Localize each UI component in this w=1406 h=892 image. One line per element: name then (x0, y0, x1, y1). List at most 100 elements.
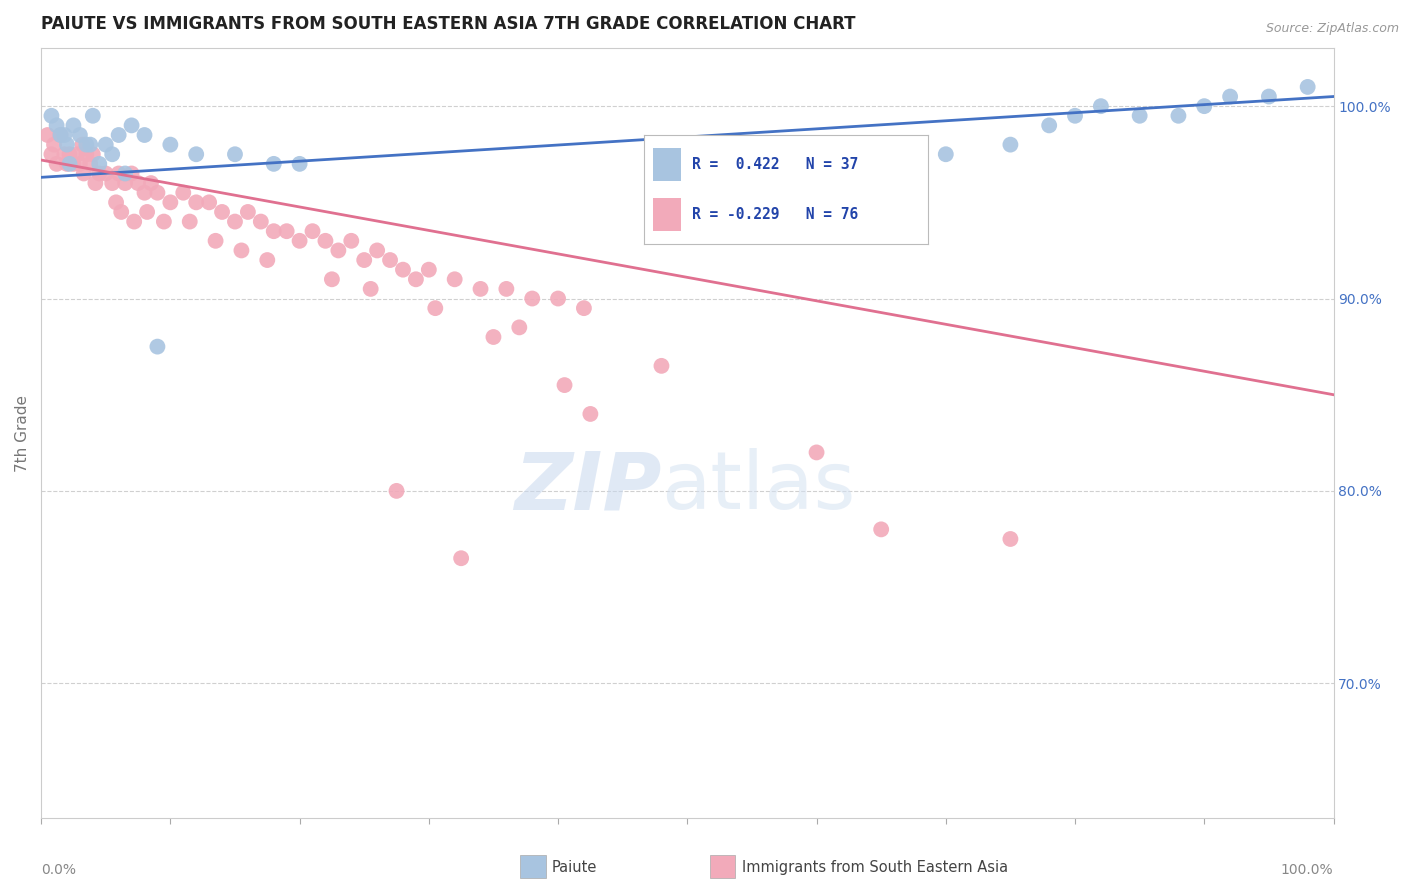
Point (110, 205, 132, 219)
Point (101, 147, 124, 161)
Point (250, 214, 273, 228)
Point (114, 166, 136, 180)
Point (73, 166, 96, 180)
Point (650, 359, 672, 373)
Point (56, 157, 79, 171)
Point (263, 157, 285, 171)
Point (935, 147, 957, 161)
Point (1000, 137, 1022, 152)
Point (139, 176, 162, 190)
Point (522, 292, 544, 306)
Point (146, 340, 169, 354)
Point (37, 128, 59, 142)
Point (392, 262, 415, 277)
Point (870, 522, 893, 536)
Point (418, 262, 440, 277)
Point (82, 147, 104, 161)
Point (288, 234, 311, 248)
Text: R = -0.229   N = 76: R = -0.229 N = 76 (693, 207, 859, 222)
Point (186, 147, 208, 161)
Point (101, 176, 124, 190)
Y-axis label: 7th Grade: 7th Grade (15, 394, 30, 472)
Point (41, 147, 63, 161)
Bar (652, 198, 681, 231)
Point (1296, 79, 1319, 94)
Point (385, 483, 408, 498)
Point (314, 234, 336, 248)
Point (62, 119, 84, 133)
Point (45, 157, 67, 171)
Point (495, 282, 517, 296)
Point (134, 186, 156, 200)
Point (146, 186, 169, 200)
Point (79, 157, 101, 171)
Point (353, 253, 375, 268)
Point (94, 166, 117, 180)
Point (114, 176, 136, 190)
Point (58, 147, 80, 161)
Point (53, 147, 76, 161)
Text: R =  0.422   N = 37: R = 0.422 N = 37 (693, 157, 859, 171)
Point (198, 195, 221, 210)
Point (107, 166, 129, 180)
Point (572, 301, 595, 315)
Text: Source: ZipAtlas.com: Source: ZipAtlas.com (1265, 22, 1399, 36)
Point (69, 128, 91, 142)
Point (288, 157, 311, 171)
Point (224, 147, 246, 161)
Point (450, 551, 472, 566)
Point (82, 109, 104, 123)
Point (122, 214, 145, 228)
Point (69, 157, 91, 171)
Point (806, 445, 828, 459)
Point (53, 128, 76, 142)
Point (56, 137, 79, 152)
Point (1090, 99, 1112, 113)
Point (79, 137, 101, 152)
Point (62, 157, 84, 171)
Text: ZIP: ZIP (515, 448, 661, 526)
Point (186, 195, 208, 210)
Point (224, 214, 246, 228)
Point (134, 128, 156, 142)
Point (470, 282, 492, 296)
Point (105, 195, 128, 210)
Point (405, 272, 427, 286)
Point (179, 214, 201, 228)
Point (72, 137, 94, 152)
Text: Paiute: Paiute (551, 860, 596, 874)
Point (1038, 119, 1060, 133)
Point (211, 205, 233, 219)
Point (554, 378, 576, 392)
Point (89, 166, 111, 180)
Point (1167, 109, 1189, 123)
Point (579, 407, 602, 421)
Point (443, 272, 465, 286)
Point (1064, 109, 1087, 123)
Point (127, 176, 149, 190)
Point (75, 137, 97, 152)
Point (49, 128, 72, 142)
Point (172, 186, 194, 200)
Point (42, 137, 65, 152)
Point (482, 330, 505, 344)
Point (153, 214, 176, 228)
Point (870, 157, 893, 171)
Text: Immigrants from South Eastern Asia: Immigrants from South Eastern Asia (742, 860, 1008, 874)
Point (741, 166, 763, 180)
Point (1129, 109, 1152, 123)
Point (1219, 89, 1241, 103)
Point (231, 244, 253, 258)
Point (425, 301, 447, 315)
Point (66, 147, 89, 161)
Point (236, 205, 259, 219)
Text: PAIUTE VS IMMIGRANTS FROM SOUTH EASTERN ASIA 7TH GRADE CORRELATION CHART: PAIUTE VS IMMIGRANTS FROM SOUTH EASTERN … (41, 15, 856, 33)
Point (75, 147, 97, 161)
Point (366, 244, 388, 258)
Point (84, 176, 107, 190)
Bar (652, 148, 681, 181)
Point (159, 195, 181, 210)
Point (45, 119, 67, 133)
Point (1194, 99, 1216, 113)
Text: 0.0%: 0.0% (41, 863, 76, 877)
